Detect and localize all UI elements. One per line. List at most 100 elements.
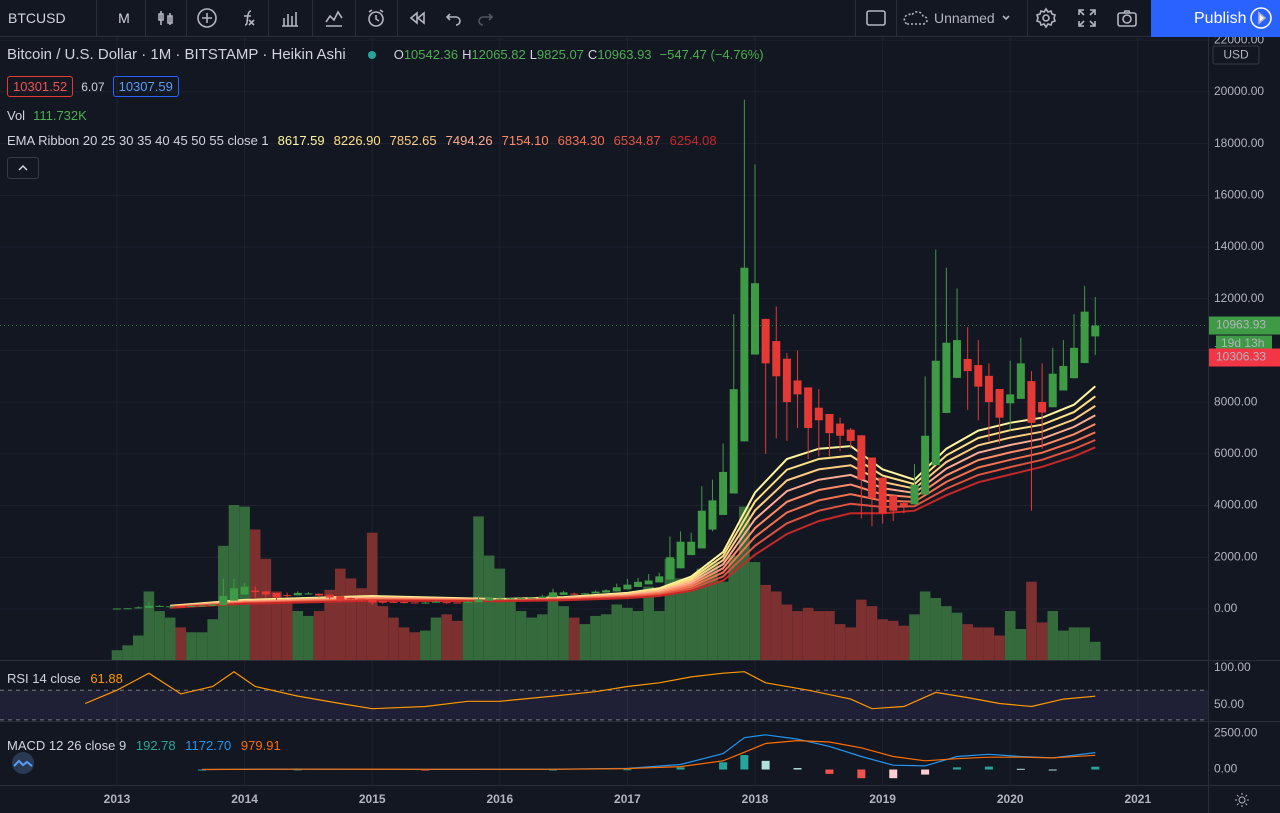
volume-bar bbox=[685, 581, 697, 660]
candle-body bbox=[272, 592, 281, 598]
chart-type-button[interactable] bbox=[150, 0, 182, 36]
volume-bar bbox=[919, 591, 931, 660]
volume-bar bbox=[760, 584, 771, 660]
separator bbox=[186, 0, 187, 36]
volume-bar bbox=[1058, 630, 1069, 660]
candle-body bbox=[261, 591, 270, 595]
macd-histogram-bar bbox=[921, 769, 930, 775]
snapshot-button[interactable] bbox=[1110, 0, 1144, 36]
financials-button[interactable] bbox=[272, 0, 308, 36]
axis-settings-button[interactable] bbox=[1233, 791, 1253, 811]
macd-histogram-bar bbox=[719, 762, 728, 770]
volume-bar bbox=[834, 624, 846, 660]
indicators-button[interactable] bbox=[230, 0, 264, 36]
publish-icon bbox=[1250, 7, 1272, 29]
market-status-dot bbox=[367, 50, 376, 59]
volume-bar bbox=[717, 581, 729, 660]
rsi-band bbox=[0, 690, 1208, 720]
symbol-search[interactable]: BTCUSD bbox=[8, 10, 66, 26]
collapse-legend-button[interactable] bbox=[7, 157, 39, 179]
volume-bar bbox=[792, 611, 803, 660]
candle-body bbox=[304, 593, 313, 595]
volume-bar bbox=[537, 614, 548, 660]
volume-bar bbox=[164, 617, 176, 660]
volume-bar bbox=[622, 607, 633, 660]
candle-body bbox=[910, 484, 919, 505]
templates-button[interactable] bbox=[316, 0, 352, 36]
replay-button[interactable] bbox=[400, 0, 434, 36]
ema-value: 6534.87 bbox=[613, 133, 661, 148]
volume-bar bbox=[654, 611, 665, 660]
candle-body bbox=[984, 375, 993, 403]
y-tick-label: 14000.00 bbox=[1214, 239, 1264, 253]
interval-button[interactable]: M bbox=[118, 10, 130, 26]
candle-body bbox=[389, 601, 398, 603]
publish-button[interactable]: Publish bbox=[1151, 0, 1280, 37]
top-toolbar: BTCUSD M Unnamed Publish bbox=[0, 0, 1280, 37]
candle-body bbox=[644, 580, 653, 585]
bid-ask-row: 10301.52 6.07 10307.59 bbox=[7, 76, 179, 97]
candle-body bbox=[655, 576, 664, 583]
macd-hist-value: 192.78 bbox=[135, 738, 176, 753]
settings-button[interactable] bbox=[1030, 0, 1062, 36]
ohlc-high-label: H bbox=[462, 47, 472, 62]
candle-body bbox=[1038, 401, 1047, 413]
currency-box bbox=[1212, 45, 1260, 65]
y-tick-label: 20000.00 bbox=[1214, 84, 1264, 98]
bid-box[interactable]: 10301.52 bbox=[7, 76, 74, 97]
last-price-label: 10963.93 bbox=[1216, 318, 1266, 332]
candle-body bbox=[1059, 365, 1068, 391]
countdown-tag bbox=[1216, 335, 1272, 352]
macd-histogram-bar bbox=[1016, 768, 1025, 770]
macd-histogram-bar bbox=[293, 769, 302, 771]
volume-bar bbox=[462, 601, 474, 660]
countdown-label: 19d 13h bbox=[1221, 336, 1264, 350]
ema-line bbox=[170, 439, 1096, 609]
redo-button[interactable] bbox=[470, 0, 500, 36]
y-tick-label: 0.00 bbox=[1214, 601, 1238, 615]
volume-bar bbox=[866, 606, 878, 660]
separator bbox=[355, 0, 356, 36]
candle-body bbox=[580, 593, 589, 595]
y-tick-label: 8000.00 bbox=[1214, 394, 1258, 408]
macd-histogram-bar bbox=[740, 755, 749, 770]
candle-body bbox=[144, 605, 153, 608]
tradingview-logo[interactable] bbox=[8, 752, 38, 774]
volume-bar bbox=[409, 632, 421, 660]
candle-body bbox=[166, 606, 175, 608]
volume-bar bbox=[1079, 627, 1090, 660]
candle-body bbox=[867, 457, 876, 498]
volume-bar bbox=[398, 627, 410, 660]
ask-box[interactable]: 10307.59 bbox=[112, 76, 179, 97]
x-tick-label: 2021 bbox=[1124, 792, 1151, 806]
fullscreen-layout-button[interactable] bbox=[860, 0, 892, 36]
undo-button[interactable] bbox=[438, 0, 470, 36]
layout-menu[interactable]: Unnamed bbox=[902, 0, 1022, 36]
x-tick-label: 2015 bbox=[359, 792, 386, 806]
x-tick-label: 2019 bbox=[869, 792, 896, 806]
volume-bar bbox=[505, 598, 516, 660]
candle-body bbox=[804, 387, 813, 428]
macd-histogram-bar bbox=[623, 769, 632, 771]
x-tick-label: 2016 bbox=[486, 792, 513, 806]
candle-body bbox=[357, 598, 366, 601]
volume-bar bbox=[111, 650, 123, 660]
volume-bar bbox=[558, 606, 569, 660]
volume-bar bbox=[547, 594, 559, 660]
candle-body bbox=[1006, 394, 1015, 404]
volume-bar bbox=[271, 591, 282, 660]
candle-body bbox=[1091, 325, 1100, 337]
candle-body bbox=[665, 557, 674, 580]
macd-histogram-bar bbox=[889, 769, 898, 779]
candle-body bbox=[346, 598, 355, 600]
change-label: −547.47 (−4.76%) bbox=[659, 47, 764, 62]
ohlc-open-value: 10542.36 bbox=[403, 47, 459, 62]
alert-button[interactable] bbox=[358, 0, 394, 36]
candle-body bbox=[1080, 311, 1089, 364]
x-tick-label: 2018 bbox=[742, 792, 769, 806]
volume-bar bbox=[568, 617, 580, 660]
compare-button[interactable] bbox=[190, 0, 224, 36]
fullscreen-button[interactable] bbox=[1070, 0, 1104, 36]
rsi-title: RSI 14 close bbox=[7, 671, 81, 686]
